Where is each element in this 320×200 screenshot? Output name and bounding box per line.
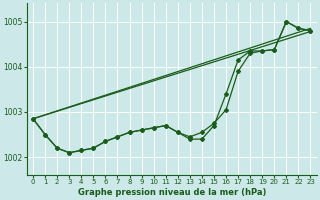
X-axis label: Graphe pression niveau de la mer (hPa): Graphe pression niveau de la mer (hPa) bbox=[77, 188, 266, 197]
